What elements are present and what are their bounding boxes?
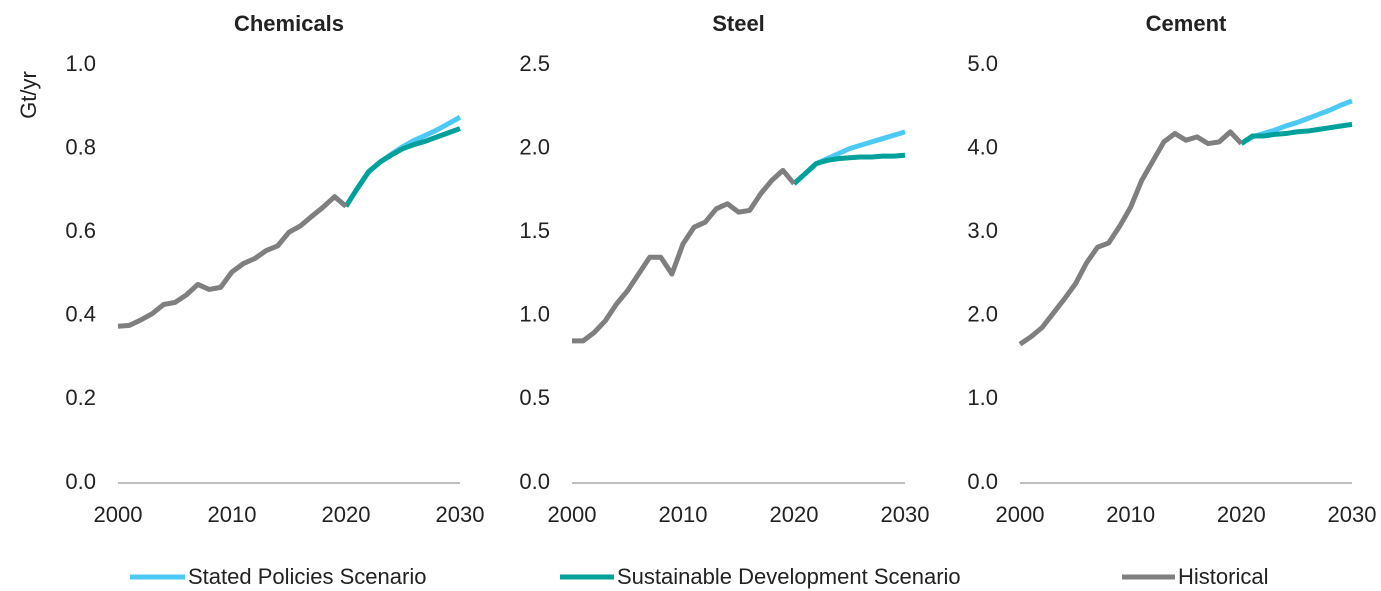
y-tick-label: 0.6 — [65, 218, 96, 243]
y-tick-label: 2.0 — [519, 134, 550, 159]
y-tick-label: 5.0 — [967, 51, 998, 76]
x-tick-label: 2000 — [548, 502, 597, 527]
x-tick-label: 2000 — [94, 502, 143, 527]
x-tick-label: 2000 — [996, 502, 1045, 527]
legend-label: Sustainable Development Scenario — [617, 564, 961, 589]
x-tick-label: 2020 — [1217, 502, 1266, 527]
series-line — [343, 126, 461, 208]
y-tick-label: 1.0 — [519, 302, 550, 327]
series-line — [117, 194, 348, 329]
y-tick-label: 2.5 — [519, 51, 550, 76]
y-axis-label: Gt/yr — [16, 71, 41, 119]
series-line — [343, 115, 462, 208]
y-tick-label: 0.8 — [65, 134, 96, 159]
legend-label: Historical — [1178, 564, 1268, 589]
chart-title: Chemicals — [234, 11, 344, 36]
x-tick-label: 2010 — [1106, 502, 1155, 527]
series-line — [572, 167, 796, 344]
x-tick-label: 2030 — [436, 502, 485, 527]
x-tick-label: 2010 — [659, 502, 708, 527]
y-tick-label: 1.0 — [65, 51, 96, 76]
y-tick-label: 0.0 — [519, 469, 550, 494]
chart-title: Cement — [1146, 11, 1227, 36]
y-tick-label: 4.0 — [967, 134, 998, 159]
x-tick-label: 2030 — [881, 502, 930, 527]
series-line — [1239, 121, 1353, 146]
x-tick-label: 2010 — [208, 502, 257, 527]
y-tick-label: 2.0 — [967, 302, 998, 327]
x-tick-label: 2020 — [322, 502, 371, 527]
y-tick-label: 0.2 — [65, 385, 96, 410]
legend-label: Stated Policies Scenario — [188, 564, 426, 589]
y-tick-label: 1.5 — [519, 218, 550, 243]
y-tick-label: 0.5 — [519, 385, 550, 410]
y-tick-label: 0.4 — [65, 302, 96, 327]
x-tick-label: 2030 — [1328, 502, 1377, 527]
x-tick-label: 2020 — [770, 502, 819, 527]
series-line — [792, 152, 906, 186]
y-tick-label: 1.0 — [967, 385, 998, 410]
series-line — [1018, 129, 1244, 347]
y-tick-label: 3.0 — [967, 218, 998, 243]
chart-title: Steel — [712, 11, 765, 36]
y-tick-label: 0.0 — [65, 469, 96, 494]
y-tick-label: 0.0 — [967, 469, 998, 494]
